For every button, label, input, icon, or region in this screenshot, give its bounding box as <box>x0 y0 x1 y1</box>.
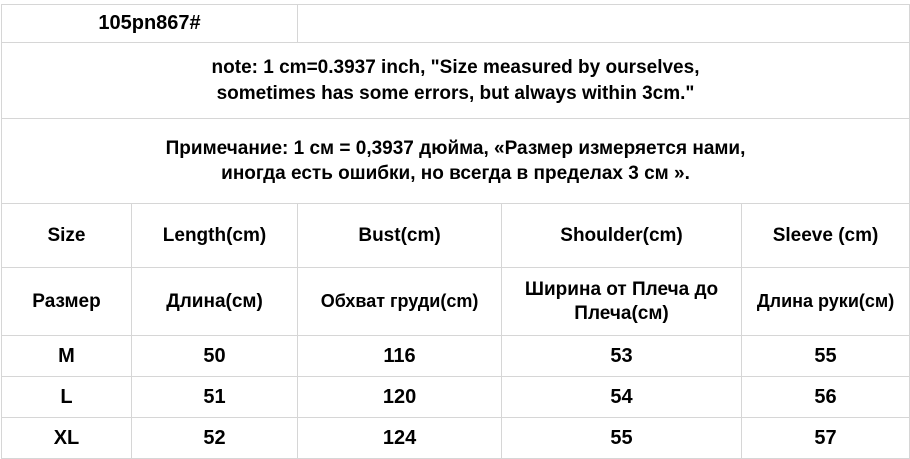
cell-length: 51 <box>130 376 299 418</box>
note-english-line-1: note: 1 cm=0.3937 inch, "Size measured b… <box>211 57 700 79</box>
header-row-russian: Размер Длина(см) Обхват груди(cm) Ширина… <box>1 267 910 336</box>
note-english-line-2: sometimes has some errors, but always wi… <box>216 82 695 104</box>
header-row-english: Size Length(cm) Bust(cm) Shoulder(cm) Sl… <box>1 203 910 268</box>
cell-bust: 116 <box>297 335 503 377</box>
cell-sleeve: 55 <box>741 335 910 377</box>
note-english-row: note: 1 cm=0.3937 inch, "Size measured b… <box>0 42 910 119</box>
header-length-ru: Длина(см) <box>130 267 299 336</box>
note-russian-row: Примечание: 1 см = 0,3937 дюйма, «Размер… <box>0 118 910 204</box>
size-chart-table: 105pn867# note: 1 cm=0.3937 inch, "Size … <box>0 4 910 459</box>
cell-size: L <box>1 376 132 418</box>
header-size-ru: Размер <box>1 267 132 336</box>
cell-shoulder: 53 <box>501 335 743 377</box>
cell-length: 50 <box>130 335 299 377</box>
header-length-en: Length(cm) <box>130 203 299 268</box>
table-row: M 50 116 53 55 <box>1 335 910 377</box>
cell-size: M <box>1 335 132 377</box>
header-bust-en: Bust(cm) <box>297 203 503 268</box>
cell-bust: 124 <box>297 417 503 459</box>
header-sleeve-en: Sleeve (cm) <box>741 203 910 268</box>
note-russian-line-1: Примечание: 1 см = 0,3937 дюйма, «Размер… <box>165 137 746 159</box>
note-english-cell: note: 1 cm=0.3937 inch, "Size measured b… <box>0 42 910 119</box>
header-sleeve-ru: Длина руки(см) <box>741 267 910 336</box>
header-size-en: Size <box>1 203 132 268</box>
header-bust-ru: Обхват груди(cm) <box>297 267 503 336</box>
size-chart-sheet: 105pn867# note: 1 cm=0.3937 inch, "Size … <box>0 4 910 459</box>
header-shoulder-ru: Ширина от Плеча до Плеча(см) <box>501 267 743 336</box>
note-russian-text: Примечание: 1 см = 0,3937 дюйма, «Размер… <box>5 136 906 187</box>
cell-sleeve: 57 <box>741 417 910 459</box>
cell-size: XL <box>1 417 132 459</box>
cell-shoulder: 55 <box>501 417 743 459</box>
cell-bust: 120 <box>297 376 503 418</box>
note-russian-line-2: иногда есть ошибки, но всегда в пределах… <box>221 163 690 184</box>
note-english-text: note: 1 cm=0.3937 inch, "Size measured b… <box>5 55 906 106</box>
cell-sleeve: 56 <box>741 376 910 418</box>
product-code-cell: 105pn867# <box>0 4 299 43</box>
header-shoulder-en: Shoulder(cm) <box>501 203 743 268</box>
note-russian-cell: Примечание: 1 см = 0,3937 дюйма, «Размер… <box>0 118 910 204</box>
product-code-empty-cell <box>297 4 910 43</box>
cell-length: 52 <box>130 417 299 459</box>
product-code-row: 105pn867# <box>0 4 910 43</box>
table-row: XL 52 124 55 57 <box>1 417 910 459</box>
cell-shoulder: 54 <box>501 376 743 418</box>
table-row: L 51 120 54 56 <box>1 376 910 418</box>
